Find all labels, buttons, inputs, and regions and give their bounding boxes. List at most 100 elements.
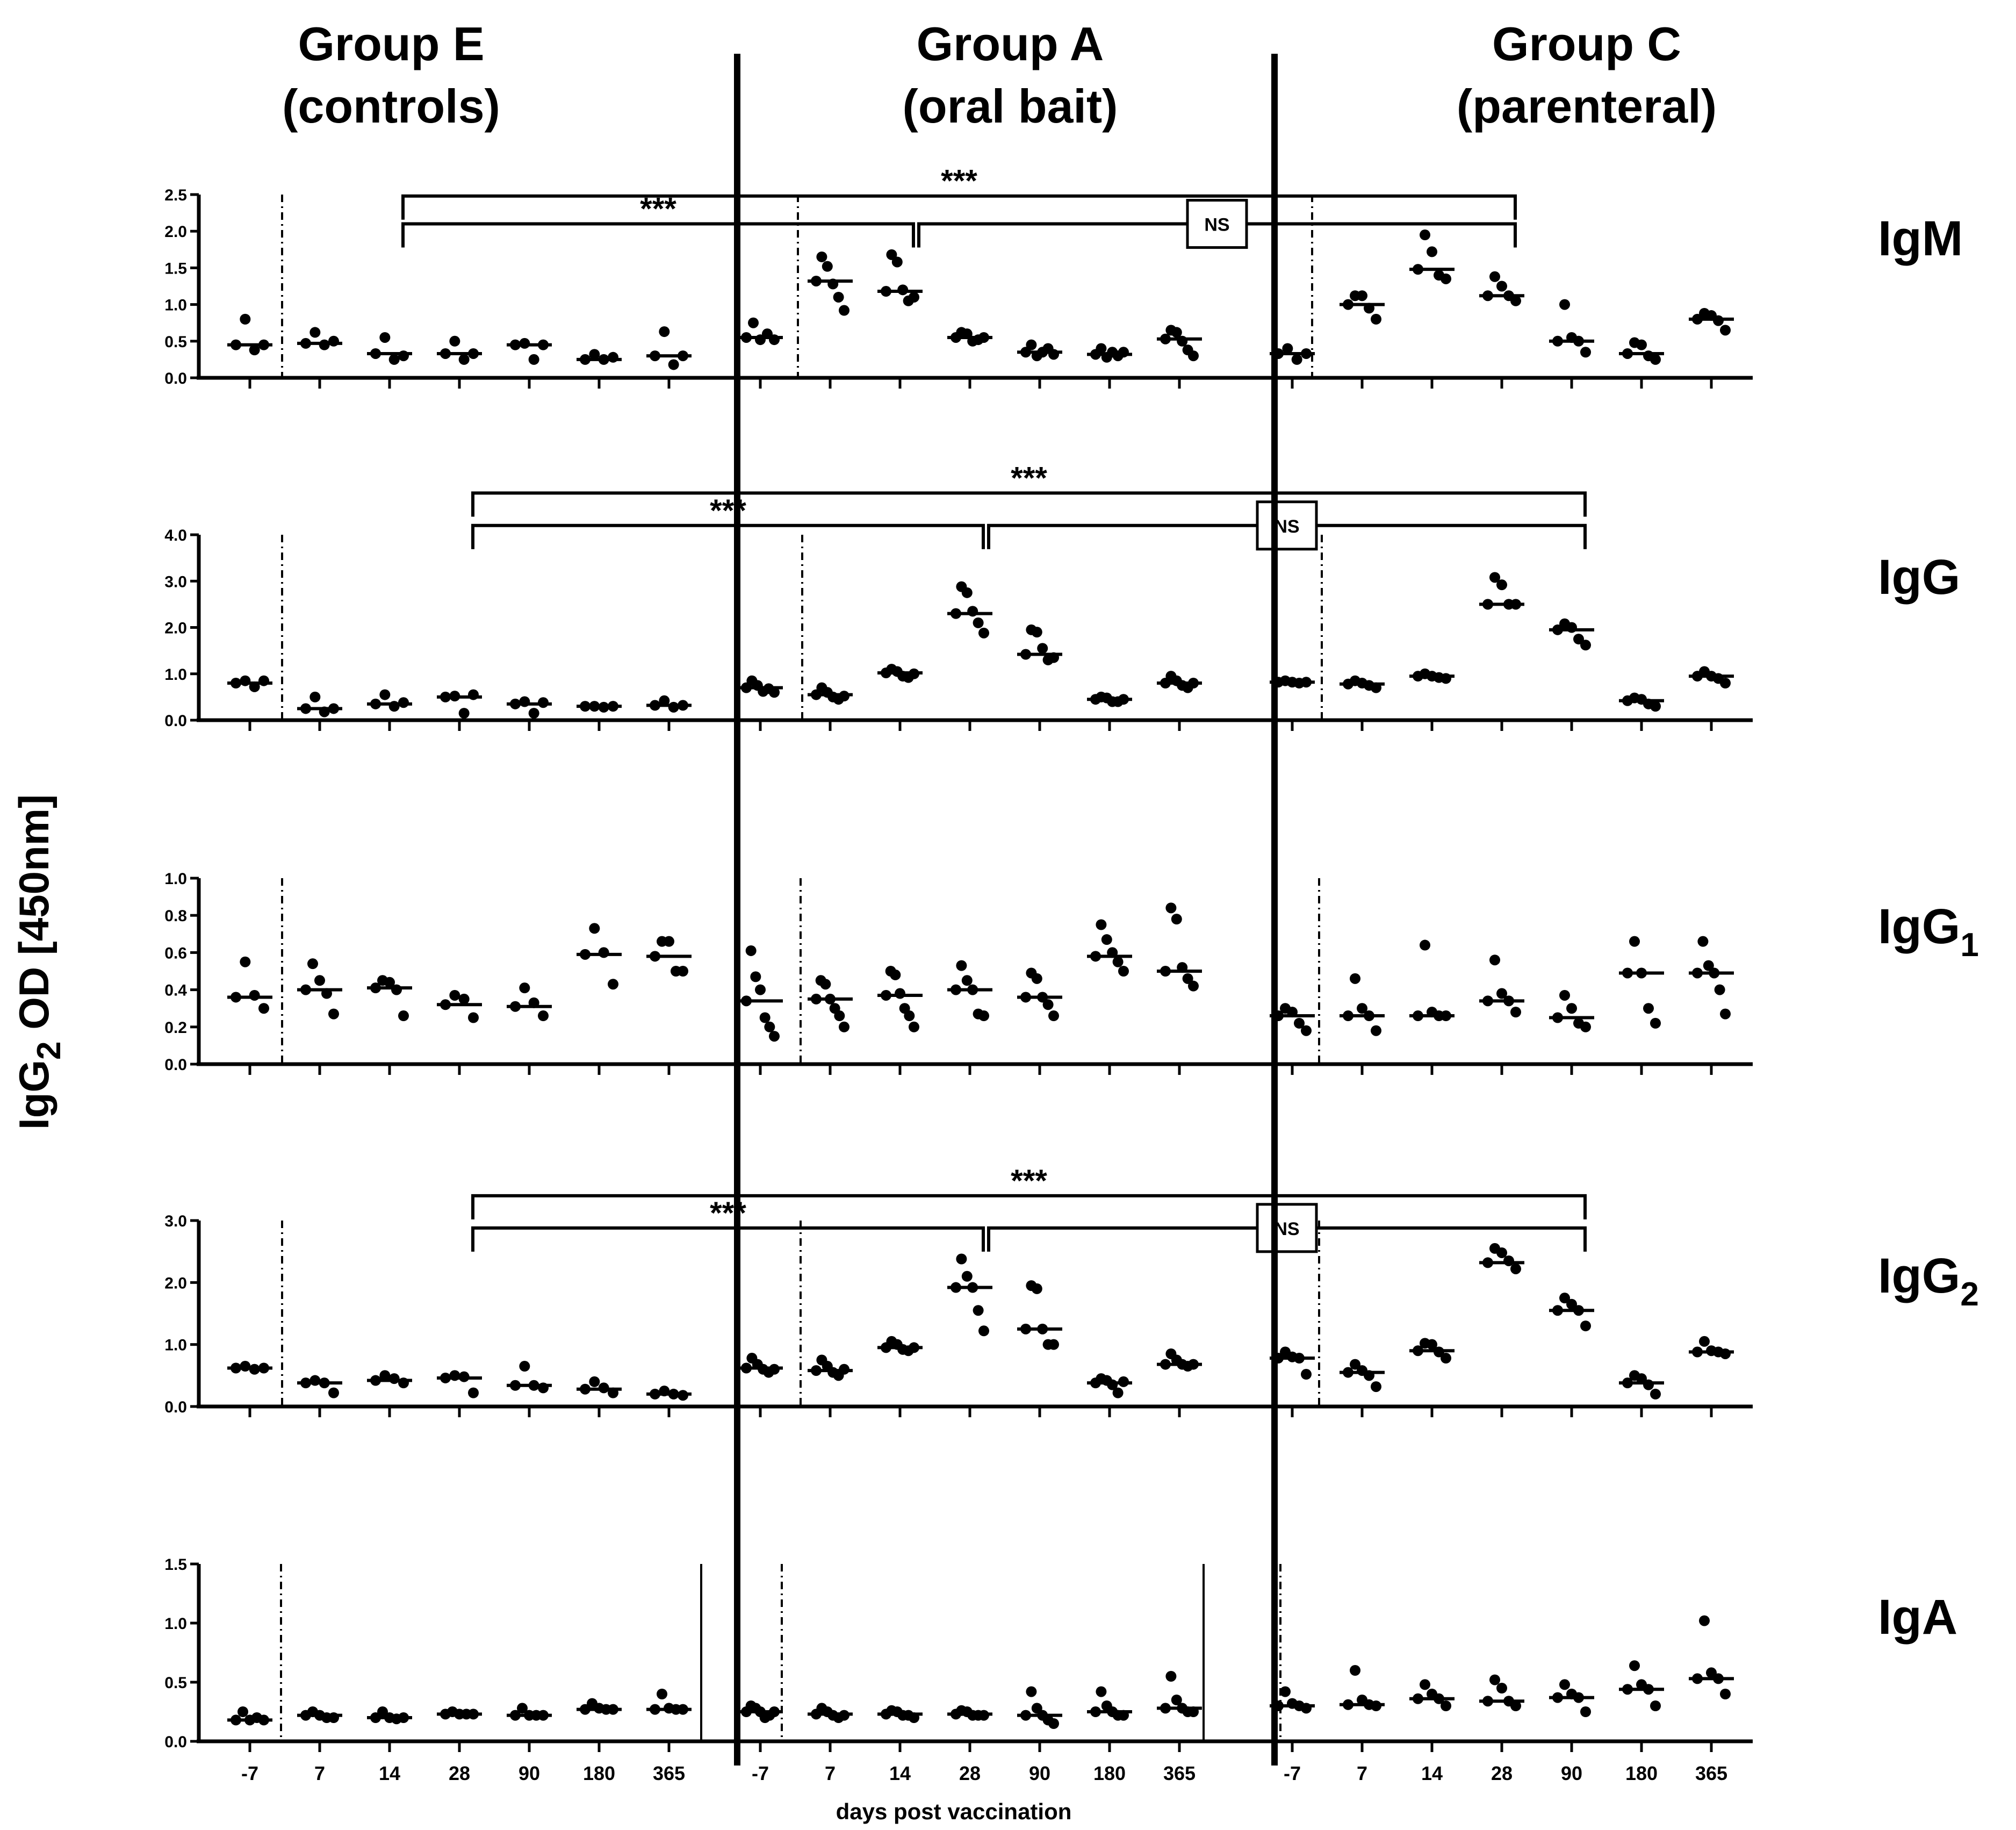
data-point [1031,973,1042,984]
significance-stars: *** [710,493,746,528]
data-point [240,313,251,325]
group-title-line1: Group C [1492,17,1681,70]
data-point [1280,1686,1291,1697]
data-point [678,966,688,977]
data-point [750,971,761,982]
data-point [1580,1321,1591,1332]
data-column [1409,1679,1455,1711]
x-tick-label: -7 [241,1762,258,1784]
data-point [1096,343,1107,354]
data-column [646,936,692,977]
data-point [519,982,530,994]
data-point [1037,643,1048,654]
group-title-line2: (parenteral) [1457,80,1717,133]
data-column [297,691,342,717]
data-column [1619,337,1664,365]
significance-stars: *** [941,164,977,199]
data-column [437,1370,482,1398]
data-point [769,687,780,698]
data-column [1340,675,1385,693]
data-point [1720,1008,1731,1020]
data-column [1409,668,1455,684]
data-point [449,989,460,1001]
data-point [1420,229,1430,241]
data-column [877,1336,923,1357]
panel-igg2: 0.0 1.0 2.0 3.0 *** *** NS IgG2 [164,1164,1979,1417]
bracket-line [471,1226,985,1252]
data-column [507,696,552,719]
data-column [1689,936,1734,1020]
x-tick-label: 90 [1029,1762,1050,1784]
panel-label-main: IgG [1878,899,1960,954]
data-point [1048,1010,1059,1022]
data-column [1017,624,1062,665]
data-point [379,332,391,343]
data-point [379,1370,391,1381]
data-point [1350,1359,1360,1370]
x-tick-label: 365 [1695,1762,1727,1784]
data-point [589,923,600,934]
x-tick-label: -7 [1284,1762,1301,1784]
data-point [468,1012,479,1023]
data-column [1409,1338,1455,1364]
y-tick-label: 1.0 [164,297,187,314]
data-point [1580,347,1591,358]
data-point [309,327,321,338]
data-point [388,354,400,365]
data-point [1580,640,1591,651]
data-point [1301,1025,1312,1036]
data-point [1357,290,1367,302]
data-point [668,701,679,713]
data-point [1489,572,1500,583]
data-point [833,291,844,303]
data-point [519,1361,530,1372]
x-tick-label: 28 [449,1762,470,1784]
data-point [314,975,325,986]
data-column [1479,271,1524,306]
significance-bracket: NS [917,199,1517,249]
data-point [449,335,460,347]
data-column [1017,339,1062,362]
data-point [834,1010,845,1022]
data-column [1619,1660,1664,1711]
data-point [1720,1348,1731,1359]
data-point [1703,960,1714,971]
data-point [1031,627,1042,638]
y-tick-label: 1.0 [164,870,187,888]
data-point [517,1703,528,1714]
x-axis-labels: -7 7 14 28 90 180 365 -7 7 14 28 90 180 365 -7 7 14 28 90 1… [241,1762,1727,1824]
data-point [1629,936,1640,947]
data-point [1112,1387,1124,1398]
data-column [437,1706,482,1720]
data-column [1157,325,1202,362]
y-axis-label-subscript: 2 [31,1041,68,1059]
data-column [367,1370,412,1389]
significance-bracket: NS [987,1203,1587,1253]
y-axis-label-main: IgG [10,1060,57,1130]
y-axis-label: IgG2 OD [450nm] [10,794,68,1130]
data-column [646,1386,692,1401]
data-column [1157,902,1202,992]
data-point [1371,1025,1381,1036]
data-column [227,313,272,356]
data-point [1420,939,1430,951]
panel-label-subscript: 1 [1960,927,1978,964]
y-tick-label: 1.5 [164,1556,187,1574]
bracket-line [471,523,985,549]
data-column [738,675,783,698]
y-tick-label: 0.2 [164,1019,187,1037]
data-point [1096,919,1107,930]
data-column [877,249,923,306]
significance-bracket: *** [471,493,985,549]
data-column [808,682,853,705]
data-point [589,1376,600,1387]
data-point [1188,980,1199,992]
x-tick-label: 365 [1163,1762,1196,1784]
data-point [1650,1700,1661,1711]
data-column [1340,973,1385,1036]
data-point [1643,1003,1654,1014]
data-point [1559,1679,1570,1690]
x-tick-label: 180 [1625,1762,1658,1784]
data-point [1580,1706,1591,1717]
